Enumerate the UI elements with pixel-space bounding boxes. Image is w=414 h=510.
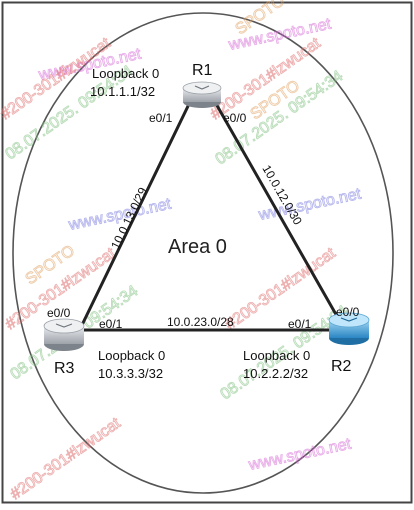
r2-interface-top: e0/0 <box>336 305 360 319</box>
r3-interface-right: e0/1 <box>99 317 123 331</box>
r1-loopback-ip: 10.1.1.1/32 <box>90 84 155 99</box>
router-r3[interactable] <box>43 318 85 351</box>
r1-arrows-icon <box>194 85 210 90</box>
r3-top <box>43 318 85 334</box>
r1-interface-right: e0/0 <box>223 111 247 125</box>
r3-loopback-title: Loopback 0 <box>98 348 165 363</box>
r3-arrows-icon <box>55 323 73 328</box>
link-r1-r2 <box>213 100 340 320</box>
r1-interface-left: e0/1 <box>149 111 173 125</box>
r1-label: R1 <box>192 62 213 79</box>
r2-loopback-ip: 10.2.2.2/32 <box>243 366 308 381</box>
links <box>80 100 340 332</box>
link-r1-r3 <box>80 100 192 327</box>
area-0-boundary <box>12 12 394 494</box>
r2-label: R2 <box>331 358 352 375</box>
r2-interface-left: e0/1 <box>288 317 312 331</box>
r3-interface-top: e0/0 <box>47 306 71 320</box>
r1-top <box>182 81 222 95</box>
r3-label: R3 <box>54 360 75 377</box>
r2-arrows-icon <box>340 317 358 322</box>
router-r1[interactable] <box>182 81 222 108</box>
link-r2-r3-subnet: 10.0.23.0/28 <box>167 315 234 329</box>
router-r2[interactable] <box>328 312 370 345</box>
area-label: Area 0 <box>168 236 227 258</box>
r2-loopback-title: Loopback 0 <box>243 348 310 363</box>
r1-loopback-title: Loopback 0 <box>92 66 159 81</box>
r3-loopback-ip: 10.3.3.3/32 <box>98 366 163 381</box>
r2-top <box>328 312 370 328</box>
